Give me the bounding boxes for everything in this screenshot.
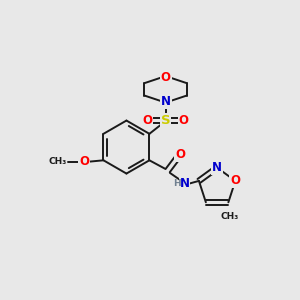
Text: S: S [161,114,170,127]
Text: O: O [175,148,185,161]
Text: O: O [230,174,240,188]
Text: O: O [80,155,89,168]
Text: O: O [160,71,171,84]
Text: N: N [160,95,171,108]
Text: N: N [180,177,190,190]
Text: O: O [142,114,152,127]
Text: CH₃: CH₃ [221,212,239,221]
Text: N: N [212,161,222,174]
Text: O: O [179,114,189,127]
Text: H: H [173,179,180,188]
Text: CH₃: CH₃ [48,157,67,166]
